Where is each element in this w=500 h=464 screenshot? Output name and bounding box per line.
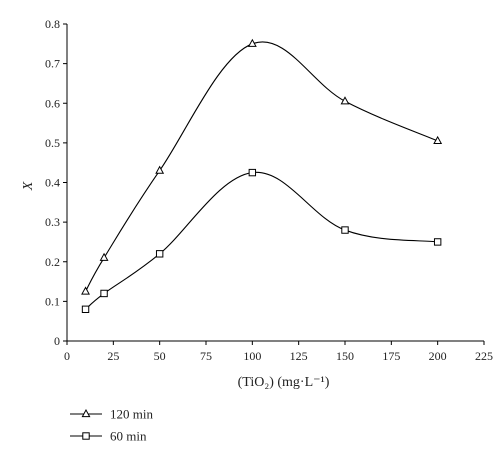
legend: 120 min 60 min — [70, 407, 153, 444]
legend-item: 120 min — [70, 407, 153, 422]
x-tick-label: 50 — [154, 349, 166, 363]
data-point-square — [100, 289, 108, 298]
x-tick-label: 125 — [290, 349, 308, 363]
legend-label: 60 min — [110, 429, 147, 444]
x-axis-ticks: 0 25 50 75 100 125 150 175 200 225 — [64, 341, 493, 363]
y-tick-label: 0.7 — [45, 57, 60, 71]
y-axis-title: X — [21, 181, 36, 191]
data-point-square — [155, 250, 164, 258]
x-tick-label: 0 — [64, 349, 70, 363]
y-tick-label: 0.4 — [45, 176, 60, 190]
y-tick-label: 0.1 — [45, 294, 60, 308]
y-tick-label: 0.3 — [45, 215, 60, 229]
legend-item: 60 min — [70, 429, 147, 444]
data-point-square — [341, 226, 349, 234]
data-point-triangle — [340, 96, 350, 105]
x-tick-label: 225 — [475, 349, 493, 363]
y-tick-label: 0 — [54, 334, 60, 348]
x-tick-label: 75 — [200, 349, 212, 363]
series-triangle — [81, 38, 443, 295]
series-layer — [81, 38, 443, 314]
x-tick-label: 175 — [382, 349, 400, 363]
data-point-triangle — [99, 252, 109, 261]
x-tick-label: 25 — [107, 349, 119, 363]
legend-label: 120 min — [110, 407, 153, 422]
series-square — [81, 168, 442, 314]
x-axis-title: (TiO₂) (mg·L⁻¹) — [238, 375, 330, 390]
x-tick-label: 200 — [429, 349, 447, 363]
x-tick-label: 150 — [336, 349, 354, 363]
data-point-square — [81, 305, 90, 314]
data-point-square — [248, 168, 257, 177]
y-tick-label: 0.6 — [45, 96, 60, 110]
y-axis-ticks: 0 0.1 0.2 0.3 0.4 0.5 0.6 0.7 0.8 — [45, 17, 67, 348]
legend-marker-square — [82, 432, 90, 440]
legend-marker-triangle — [81, 408, 91, 418]
y-tick-label: 0.8 — [45, 17, 60, 31]
data-point-triangle — [81, 286, 90, 295]
data-point-triangle — [433, 135, 443, 144]
data-point-triangle — [247, 38, 257, 47]
x-tick-label: 100 — [243, 349, 261, 363]
data-point-triangle — [155, 165, 165, 174]
data-point-square — [433, 238, 442, 246]
y-tick-label: 0.2 — [45, 255, 60, 269]
y-tick-label: 0.5 — [45, 136, 60, 150]
